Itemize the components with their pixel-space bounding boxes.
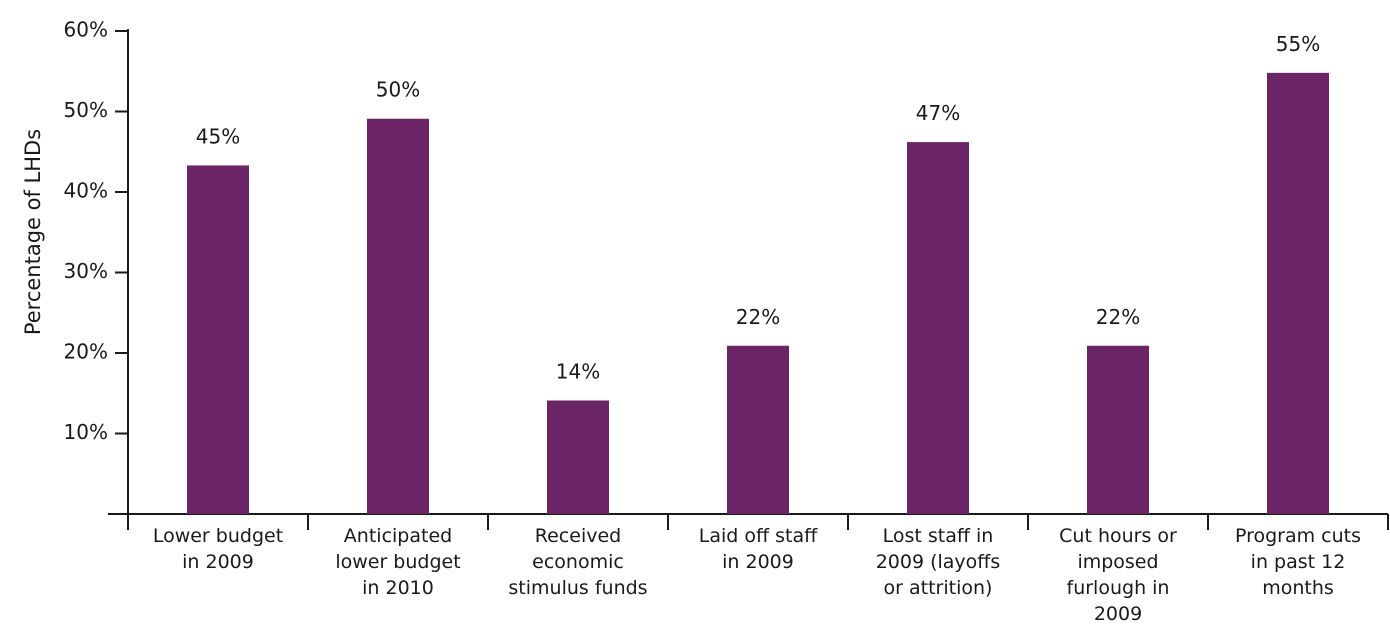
data-label: 50% (376, 78, 420, 102)
bar (547, 400, 609, 514)
y-tick-label: 40% (64, 179, 108, 203)
bar (187, 165, 249, 514)
data-label: 22% (736, 305, 780, 329)
category-labels: Lower budget in 2009 Anticipated lower budg… (153, 525, 1361, 625)
data-label: 45% (196, 124, 240, 148)
y-tick-label: 50% (64, 98, 108, 122)
bar (907, 142, 969, 514)
bar (367, 118, 429, 515)
category-label: Received economic stimulus funds (508, 525, 647, 599)
x-axis-ticks (127, 514, 1389, 530)
category-label: Program cuts in past 12 months (1235, 525, 1361, 599)
data-label: 14% (556, 359, 600, 383)
bars (187, 72, 1329, 515)
category-label: Laid off staff in 2009 (699, 525, 818, 573)
data-label: 22% (1096, 305, 1140, 329)
category-label: Lower budget in 2009 (153, 525, 283, 573)
y-tick-label: 30% (64, 259, 108, 283)
y-tick-label: 10% (64, 420, 108, 444)
bar (1087, 345, 1149, 514)
data-labels: 45% 50% 14% 22% 47% 22% 55% (196, 32, 1320, 384)
y-axis-ticks: 10% 20% 30% 40% 50% 60% (64, 18, 128, 444)
category-label: Cut hours or imposed furlough in 2009 (1059, 525, 1177, 625)
data-label: 47% (916, 101, 960, 125)
bar (727, 345, 789, 514)
data-label: 55% (1276, 32, 1320, 56)
bar (1267, 72, 1329, 515)
y-tick-label: 20% (64, 340, 108, 364)
category-label: Lost staff in 2009 (layoffs or attrition) (876, 525, 1001, 599)
y-tick-label: 60% (64, 18, 108, 42)
y-axis-title: Percentage of LHDs (21, 129, 45, 335)
category-label: Anticipated lower budget in 2010 (335, 525, 460, 599)
